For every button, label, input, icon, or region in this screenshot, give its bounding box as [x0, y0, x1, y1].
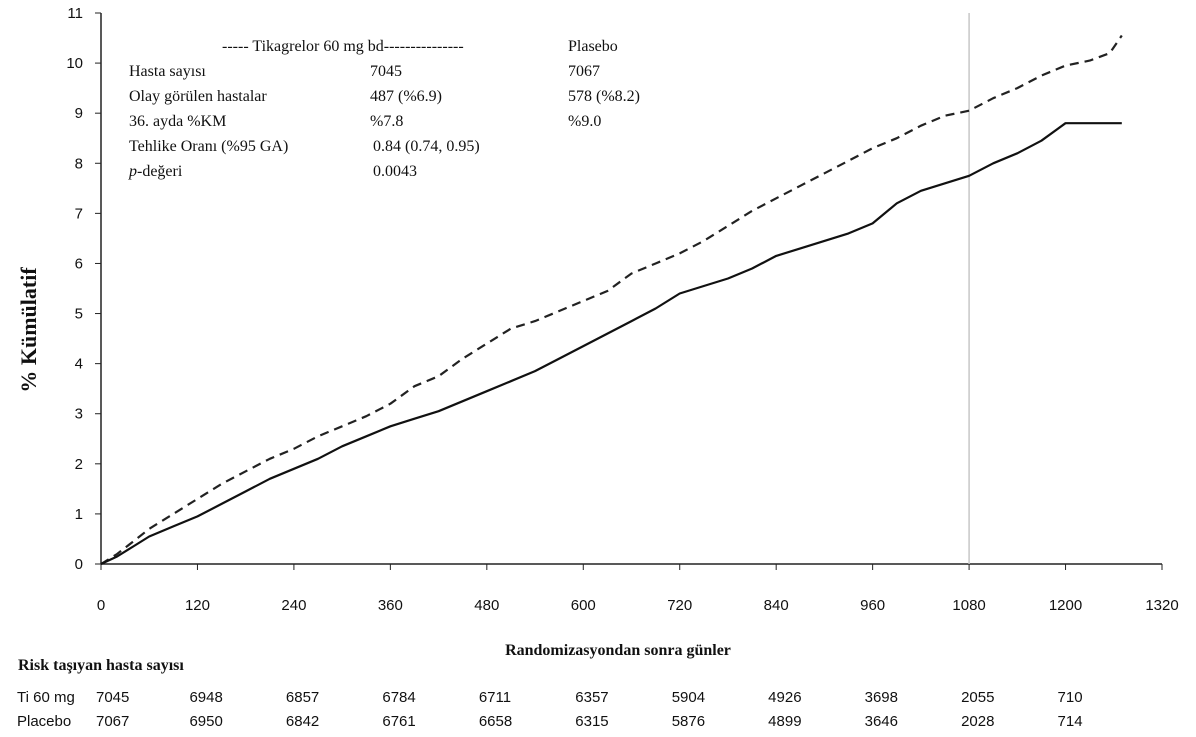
risk-cell: 4899 — [768, 713, 801, 730]
risk-row-label: Ti 60 mg — [17, 689, 75, 706]
series-line-plasebo — [100, 122, 1122, 565]
x-tick-label: 1320 — [1145, 597, 1178, 614]
legend-row-label: Tehlike Oranı (%95 GA) — [129, 138, 288, 155]
legend-pvalue-suffix: -değeri — [137, 163, 183, 180]
legend-row-ti: %7.8 — [370, 113, 403, 130]
legend-header-dashed: ----- Tikagrelor 60 mg bd--------------- — [222, 38, 464, 55]
x-tick-label: 720 — [667, 597, 692, 614]
legend-row-label: 36. ayda %KM — [129, 113, 226, 130]
risk-cell: 6857 — [286, 689, 319, 706]
legend-pvalue-label: p-değeri — [128, 163, 183, 180]
legend-row-ti: 487 (%6.9) — [370, 88, 442, 105]
y-tick-label: 1 — [75, 506, 83, 523]
y-tick-label: 10 — [66, 55, 83, 72]
risk-cell: 6357 — [575, 689, 608, 706]
y-tick-label: 3 — [75, 406, 83, 423]
legend-row-ti: 7045 — [370, 63, 402, 80]
y-tick-label: 2 — [75, 456, 83, 473]
risk-table: Ti 60 mg 7045 6948 6857 6784 6711 6357 5904 4926… — [17, 689, 1083, 730]
risk-cell: 4926 — [768, 689, 801, 706]
legend-header-solid: Plasebo — [568, 38, 618, 55]
risk-cell: 7045 — [96, 689, 129, 706]
legend-row-label: Olay görülen hastalar — [129, 88, 267, 105]
risk-cell: 3646 — [865, 713, 898, 730]
x-tick-label: 480 — [474, 597, 499, 614]
y-tick-label: 5 — [75, 306, 83, 323]
risk-cell: 6784 — [382, 689, 415, 706]
x-tick-label: 840 — [764, 597, 789, 614]
y-tick-label: 11 — [67, 5, 83, 22]
legend: ----- Tikagrelor 60 mg bd---------------… — [128, 38, 640, 180]
risk-cell: 6761 — [382, 713, 415, 730]
risk-table-title: Risk taşıyan hasta sayısı — [18, 657, 184, 674]
risk-cell: 6711 — [479, 689, 511, 706]
legend-row-ti: 0.84 (0.74, 0.95) — [373, 138, 480, 155]
risk-cell: 6658 — [479, 713, 512, 730]
y-tick-label: 6 — [75, 255, 83, 272]
legend-row-pl: 7067 — [568, 63, 600, 80]
y-axis-label: % Kümülatif — [16, 267, 41, 393]
legend-pvalue-prefix: p — [128, 163, 137, 180]
risk-cell: 5904 — [672, 689, 705, 706]
x-axis-label: Randomizasyondan sonra günler — [505, 642, 731, 659]
axes: 0 120 240 360 480 600 720 840 960 1080 1200 1320 0 1 2… — [66, 5, 1178, 614]
risk-cell: 6950 — [189, 713, 222, 730]
legend-row-pl: 578 (%8.2) — [568, 88, 640, 105]
x-tick-label: 600 — [571, 597, 596, 614]
risk-cell: 3698 — [865, 689, 898, 706]
risk-cell: 2028 — [961, 713, 994, 730]
series-layer — [100, 34, 1123, 565]
y-tick-label: 0 — [75, 556, 83, 573]
y-tick-label: 7 — [75, 205, 83, 222]
legend-pvalue-value: 0.0043 — [373, 163, 417, 180]
x-tick-label: 1200 — [1049, 597, 1082, 614]
risk-cell: 6315 — [575, 713, 608, 730]
series-line-tikagrelor — [100, 34, 1123, 565]
legend-row-label: Hasta sayısı — [129, 63, 206, 80]
y-tick-label: 9 — [75, 105, 83, 122]
x-tick-label: 1080 — [952, 597, 985, 614]
y-tick-label: 8 — [75, 155, 83, 172]
x-tick-label: 0 — [97, 597, 105, 614]
x-tick-label: 360 — [378, 597, 403, 614]
legend-row-pl: %9.0 — [568, 113, 601, 130]
risk-cell: 710 — [1058, 689, 1083, 706]
risk-cell: 714 — [1058, 713, 1083, 730]
x-tick-label: 240 — [281, 597, 306, 614]
risk-row-label: Placebo — [17, 713, 71, 730]
x-tick-label: 120 — [185, 597, 210, 614]
risk-cell: 6842 — [286, 713, 319, 730]
risk-cell: 5876 — [672, 713, 705, 730]
x-tick-label: 960 — [860, 597, 885, 614]
risk-cell: 2055 — [961, 689, 994, 706]
y-tick-label: 4 — [75, 356, 83, 373]
risk-cell: 6948 — [189, 689, 222, 706]
risk-cell: 7067 — [96, 713, 129, 730]
